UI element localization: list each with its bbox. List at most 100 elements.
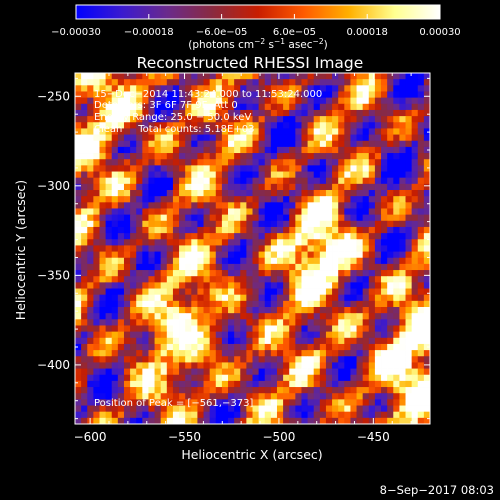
heatmap-cell [283, 417, 290, 425]
heatmap-cell [362, 319, 370, 326]
heatmap-cell [301, 109, 308, 117]
heatmap-cell [399, 171, 406, 179]
heatmap-cell [258, 263, 266, 271]
heatmap-cell [344, 233, 351, 240]
heatmap-cell [166, 122, 174, 129]
render-timestamp: 8−Sep−2017 08:03 [380, 483, 494, 497]
heatmap-cell [356, 362, 364, 369]
heatmap-cell [295, 146, 302, 154]
heatmap-cell [276, 128, 284, 135]
heatmap-cell [93, 85, 100, 92]
heatmap-cell [258, 73, 266, 80]
heatmap-cell [240, 165, 247, 172]
heatmap-cell [332, 399, 339, 406]
heatmap-cell [283, 245, 290, 252]
heatmap-cell [295, 307, 302, 314]
heatmap-cell [295, 276, 302, 283]
heatmap-cell [148, 288, 155, 296]
heatmap-cell [399, 307, 406, 314]
heatmap-cell [405, 263, 413, 271]
heatmap-cell [270, 165, 278, 172]
heatmap-cell [185, 171, 192, 179]
heatmap-cell [295, 325, 302, 333]
heatmap-cell [423, 79, 431, 86]
heatmap-cell [142, 276, 149, 283]
heatmap-cell [399, 233, 406, 240]
heatmap-cell [111, 202, 119, 209]
heatmap-cell [111, 79, 119, 86]
heatmap-cell [166, 140, 174, 148]
heatmap-cell [172, 307, 180, 314]
heatmap-cell [393, 282, 400, 289]
heatmap-cell [75, 282, 82, 289]
heatmap-cell [356, 214, 364, 222]
heatmap-cell [81, 313, 88, 320]
heatmap-cell [246, 288, 253, 296]
heatmap-cell [148, 343, 155, 351]
heatmap-cell [203, 122, 211, 129]
heatmap-cell [374, 128, 382, 135]
heatmap-cell [295, 239, 302, 246]
heatmap-cell [405, 226, 413, 234]
heatmap-cell [185, 165, 192, 172]
heatmap-cell [191, 128, 198, 135]
heatmap-cell [179, 183, 186, 191]
heatmap-cell [166, 109, 174, 117]
heatmap-cell [240, 270, 247, 277]
heatmap-cell [332, 411, 339, 419]
heatmap-cell [203, 220, 211, 228]
heatmap-cell [246, 294, 253, 302]
heatmap-cell [142, 103, 149, 111]
heatmap-cell [179, 140, 186, 148]
heatmap-cell [374, 411, 382, 419]
heatmap-cell [350, 128, 357, 135]
heatmap-cell [203, 393, 211, 400]
heatmap-cell [411, 202, 419, 209]
heatmap-cell [270, 374, 278, 382]
heatmap-cell [99, 85, 106, 92]
heatmap-cell [393, 405, 400, 413]
heatmap-cell [270, 177, 278, 185]
heatmap-cell [423, 239, 431, 246]
heatmap-cell [276, 171, 284, 179]
heatmap-cell [374, 79, 382, 86]
heatmap-cell [142, 134, 149, 142]
heatmap-cell [252, 85, 260, 92]
heatmap-cell [142, 251, 149, 259]
heatmap-cell [185, 122, 192, 129]
heatmap-cell [75, 97, 82, 105]
heatmap-cell [325, 140, 333, 148]
heatmap-cell [130, 171, 137, 179]
heatmap-cell [172, 190, 180, 197]
heatmap-cell [350, 319, 357, 326]
heatmap-cell [197, 294, 204, 302]
heatmap-cell [154, 146, 162, 154]
heatmap-cell [270, 387, 278, 394]
heatmap-cell [301, 245, 308, 252]
heatmap-cell [362, 177, 370, 185]
heatmap-cell [221, 233, 229, 240]
heatmap-cell [136, 405, 143, 413]
heatmap-cell [362, 343, 370, 351]
heatmap-cell [264, 202, 272, 209]
heatmap-cell [387, 294, 394, 302]
heatmap-cell [197, 288, 204, 296]
heatmap-cell [258, 399, 266, 406]
heatmap-cell [350, 313, 357, 320]
heatmap-cell [117, 368, 125, 376]
heatmap-cell [264, 331, 272, 339]
heatmap-cell [154, 270, 162, 277]
heatmap-cell [172, 140, 180, 148]
heatmap-cell [142, 325, 149, 333]
heatmap-cell [381, 405, 388, 413]
heatmap-cell [301, 85, 308, 92]
heatmap-cell [172, 116, 180, 123]
heatmap-cell [179, 109, 186, 117]
heatmap-cell [276, 405, 284, 413]
heatmap-cell [105, 374, 113, 382]
heatmap-cell [179, 368, 186, 376]
heatmap-cell [105, 393, 113, 400]
heatmap-cell [172, 282, 180, 289]
heatmap-cell [87, 319, 94, 326]
heatmap-cell [283, 208, 290, 216]
